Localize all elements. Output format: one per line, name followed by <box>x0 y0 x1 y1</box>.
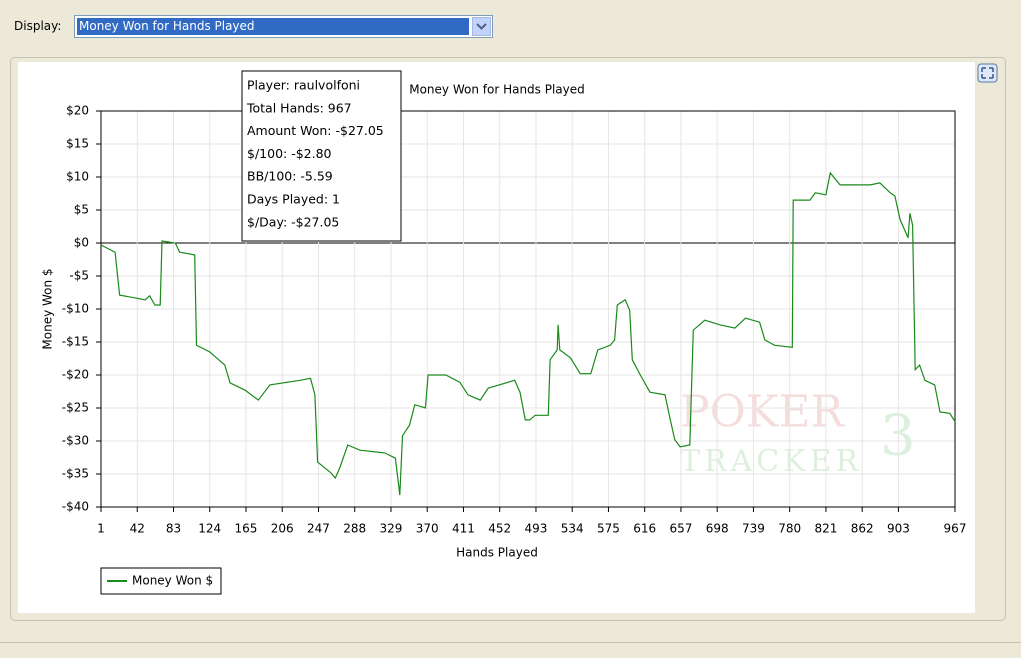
x-tick-label: 370 <box>416 522 439 536</box>
dropdown-arrow <box>476 23 487 30</box>
x-tick-label: 698 <box>706 522 729 536</box>
legend-label: Money Won $ <box>132 574 213 588</box>
x-tick-label: 124 <box>198 522 221 536</box>
plot-frame <box>100 110 956 508</box>
tooltip-line: Player: raulvolfoni <box>247 78 360 93</box>
x-tick-label: 1 <box>97 522 105 536</box>
y-axis-label: Money Won $ <box>41 268 55 349</box>
y-tick-label: -$25 <box>62 401 89 415</box>
x-tick-label: 903 <box>887 522 910 536</box>
tooltip-line: Amount Won: -$27.05 <box>247 123 384 138</box>
x-tick-label: 575 <box>597 522 620 536</box>
x-tick-label: 821 <box>814 522 837 536</box>
y-tick-label: $5 <box>74 203 89 217</box>
tooltip: Player: raulvolfoni Total Hands: 967 Amoun… <box>241 70 402 242</box>
y-tick-label: -$35 <box>62 467 89 481</box>
y-tick-label: -$5 <box>69 269 89 283</box>
x-tick-label: 534 <box>561 522 584 536</box>
watermark-text: 3 <box>880 404 916 469</box>
x-tick-label: 780 <box>778 522 801 536</box>
y-tick-label: -$15 <box>62 335 89 349</box>
x-tick-label: 967 <box>944 522 967 536</box>
x-tick-label: 493 <box>525 522 548 536</box>
y-tick-label: $20 <box>66 104 89 118</box>
tooltip-box <box>241 70 402 242</box>
x-tick-label: 42 <box>130 522 145 536</box>
watermark: POKER TRACKER 3 <box>680 387 916 480</box>
tooltip-line: $/Day: -$27.05 <box>247 214 339 229</box>
display-label: Display: <box>14 19 62 33</box>
x-tick-label: 329 <box>380 522 403 536</box>
dropdown-button[interactable] <box>472 17 491 36</box>
watermark-text: TRACKER <box>680 444 862 479</box>
series-line <box>100 171 956 496</box>
x-tick-label: 206 <box>271 522 294 536</box>
tooltip-line: $/100: -$2.80 <box>247 146 332 161</box>
y-tick-label: $0 <box>74 236 89 250</box>
x-tick-label: 165 <box>235 522 258 536</box>
x-axis-label: Hands Played <box>456 546 538 560</box>
maximize-icon[interactable] <box>977 63 998 83</box>
chart-background <box>18 62 975 613</box>
tooltip-line: Days Played: 1 <box>247 192 340 207</box>
y-tick-label: -$40 <box>62 500 89 514</box>
y-tick-label: -$10 <box>62 302 89 316</box>
x-tick-label: 247 <box>307 522 330 536</box>
chart-title: Money Won for Hands Played <box>409 83 585 97</box>
chart-panel <box>10 57 1006 621</box>
y-tick-label: -$30 <box>62 434 89 448</box>
y-tick-label: -$20 <box>62 368 89 382</box>
x-tick-label: 83 <box>166 522 181 536</box>
x-tick-label: 657 <box>669 522 692 536</box>
display-select[interactable]: Money Won for Hands Played <box>74 15 493 38</box>
x-tick-label: 616 <box>633 522 656 536</box>
x-tick-label: 452 <box>488 522 511 536</box>
tooltip-line: BB/100: -5.59 <box>247 169 333 184</box>
status-bar <box>0 642 1021 658</box>
tooltip-line: Total Hands: 967 <box>246 100 352 115</box>
x-tick-label: 739 <box>742 522 765 536</box>
x-tick-label: 862 <box>851 522 874 536</box>
display-select-value: Money Won for Hands Played <box>77 18 469 35</box>
y-tick-label: $15 <box>66 137 89 151</box>
legend: Money Won $ <box>100 567 222 595</box>
x-tick-label: 411 <box>452 522 475 536</box>
watermark-text: POKER <box>680 387 846 438</box>
x-tick-label: 288 <box>343 522 366 536</box>
y-tick-label: $10 <box>66 170 89 184</box>
